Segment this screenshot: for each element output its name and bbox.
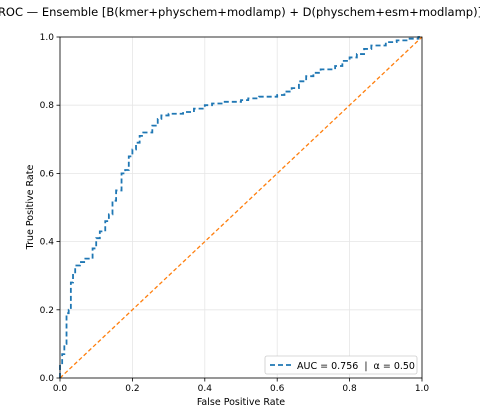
series-layer [59,36,423,379]
y-tick-label: 0.0 [40,374,55,384]
y-tick-label: 0.2 [40,306,54,316]
x-tick-label: 0.2 [125,384,139,394]
x-tick-label: 0.4 [198,384,213,394]
x-tick-label: 0.0 [53,384,68,394]
y-axis-ticks: 0.0 0.2 0.4 0.6 0.8 1.0 [40,33,60,384]
y-axis-title: True Positive Rate [25,165,36,251]
x-axis-title: False Positive Rate [197,397,285,408]
y-tick-label: 0.4 [40,238,55,248]
legend-label: AUC = 0.756 | α = 0.50 [297,361,415,372]
x-tick-label: 0.8 [342,384,357,394]
legend: AUC = 0.756 | α = 0.50 [264,355,418,375]
x-axis-ticks: 0.0 0.2 0.4 0.6 0.8 1.0 [53,378,430,394]
chart-title: ROC — Ensemble [B(kmer+physchem+modlamp)… [0,5,480,19]
y-tick-label: 0.8 [40,101,55,111]
x-tick-label: 0.6 [270,384,285,394]
legend-box [264,355,418,375]
plot-frame [59,36,423,379]
y-tick-label: 1.0 [40,33,55,43]
x-tick-label: 1.0 [415,384,430,394]
roc-curve-line [59,36,422,378]
y-tick-label: 0.6 [40,169,55,179]
chance-diagonal-line [59,36,423,379]
